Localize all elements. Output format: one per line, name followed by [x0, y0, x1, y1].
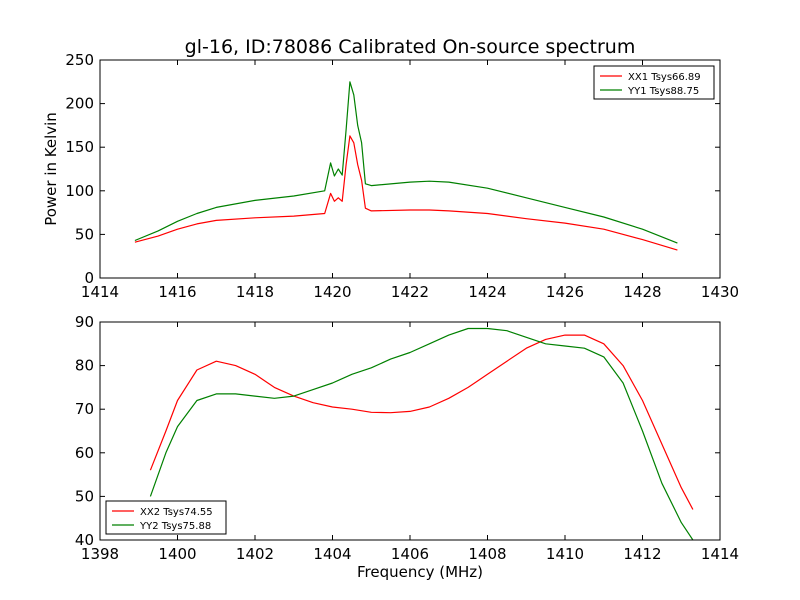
- x-tick-label: 1418: [236, 283, 274, 301]
- x-tick-label: 1430: [701, 283, 739, 301]
- x-tick-label: 1420: [313, 283, 351, 301]
- legend-label: XX1 Tsys66.89: [628, 72, 701, 83]
- x-tick-label: 1404: [313, 545, 351, 563]
- x-tick-label: 1424: [468, 283, 506, 301]
- x-tick-label: 1412: [623, 545, 661, 563]
- legend-box: [105, 500, 227, 535]
- x-axis-label: Frequency (MHz): [357, 563, 483, 581]
- y-axis-label: Power in Kelvin: [42, 112, 60, 226]
- top-panel: 1414 1416 1418 1420 1422 1424 1426 1428 1430 0 50 1…: [42, 51, 739, 301]
- y-tick-label: 150: [65, 138, 94, 156]
- legend-label: XX2 Tsys74.55: [140, 507, 213, 518]
- x-tick-label: 1416: [158, 283, 196, 301]
- series-line-2: [134, 81, 678, 244]
- x-tick-label: 1398: [81, 545, 119, 563]
- bottom-panel: 1398 1400 1402 1404 1406 1408 1410 1412 1414 40 50…: [75, 313, 739, 581]
- y-tick-label: 80: [75, 357, 94, 375]
- x-tick-label: 1428: [623, 283, 661, 301]
- x-tick-label: 1422: [391, 283, 429, 301]
- x-tick-label: 1406: [391, 545, 429, 563]
- x-tick-label: 1400: [158, 545, 196, 563]
- series-line-1: [134, 135, 678, 251]
- y-tick-label: 100: [65, 182, 94, 200]
- y-tick-label: 70: [75, 400, 94, 418]
- x-tick-label: 1426: [546, 283, 584, 301]
- legend-label: YY2 Tsys75.88: [139, 521, 211, 532]
- figure-title: gl-16, ID:78086 Calibrated On-source spe…: [185, 36, 636, 58]
- x-tick-label: 1408: [468, 545, 506, 563]
- x-tick-label: 1402: [236, 545, 274, 563]
- series-line-1: [149, 334, 694, 510]
- legend-label: YY1 Tsys88.75: [627, 86, 699, 97]
- y-tick-label: 50: [75, 225, 94, 243]
- y-tick-label: 40: [75, 531, 94, 549]
- legend-box: [593, 65, 715, 100]
- series-line-2: [149, 327, 694, 540]
- y-tick-label: 250: [65, 51, 94, 69]
- y-tick-label: 50: [75, 487, 94, 505]
- y-tick-label: 90: [75, 313, 94, 331]
- y-tick-label: 0: [84, 269, 94, 287]
- x-tick-label: 1414: [81, 283, 119, 301]
- x-tick-label: 1414: [701, 545, 739, 563]
- y-tick-label: 200: [65, 95, 94, 113]
- x-tick-label: 1410: [546, 545, 584, 563]
- y-tick-label: 60: [75, 444, 94, 462]
